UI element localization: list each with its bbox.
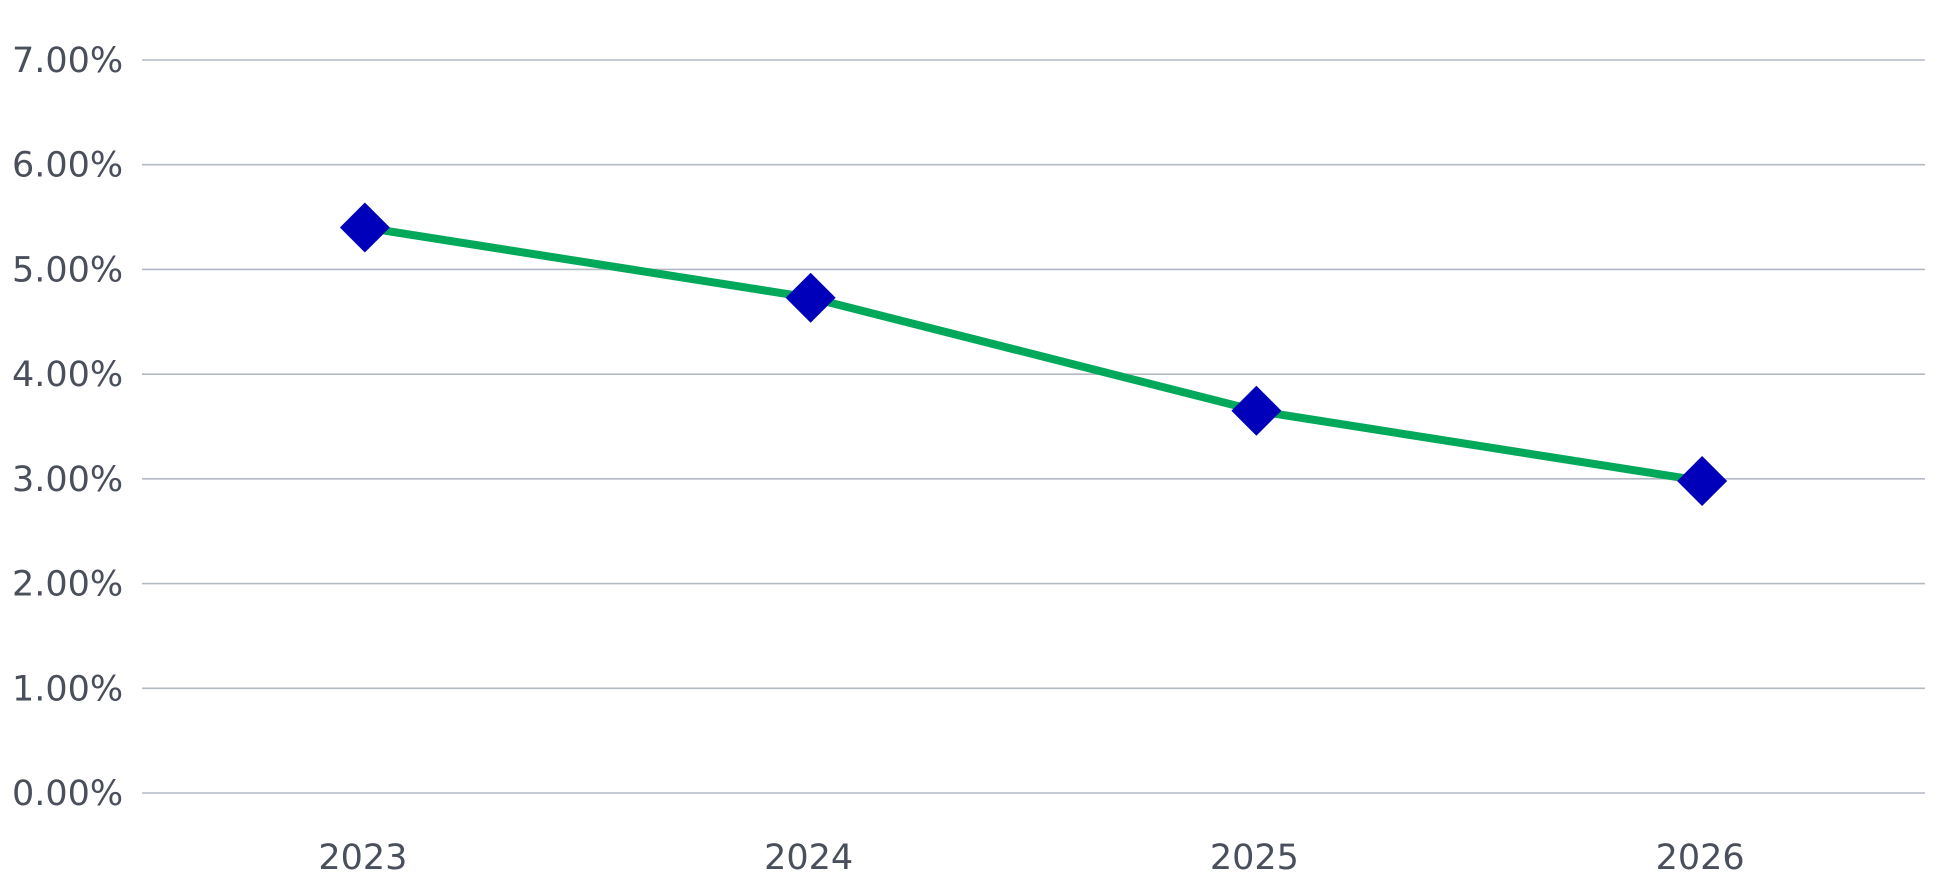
y-tick-label-0: 0.00% [12,774,123,814]
y-tick-label-1: 1.00% [12,669,123,709]
y-tick-label-3: 3.00% [12,460,123,500]
x-tick-label-2024: 2024 [764,838,853,878]
gridlines [142,59,1925,794]
y-tick-label-4: 4.00% [12,355,123,395]
x-axis-tick-labels: 2023 2024 2025 2026 [318,838,1744,878]
x-tick-label-2023: 2023 [318,838,407,878]
series-line-0 [360,223,1707,485]
series-layer [360,223,1707,485]
y-axis-tick-labels: 0.00% 1.00% 2.00% 3.00% 4.00% 5.00% 6.00% 7.00% [12,41,123,814]
data-point-2023 [339,202,390,253]
y-tick-label-5: 5.00% [12,250,123,290]
x-tick-label-2026: 2026 [1656,838,1745,878]
y-tick-label-7: 7.00% [12,41,123,81]
x-tick-label-2025: 2025 [1210,838,1299,878]
data-point-2025 [1231,385,1282,436]
data-point-2026 [1677,455,1728,506]
marker-layer [339,202,1728,506]
y-tick-label-2: 2.00% [12,565,123,605]
data-point-2024 [785,272,836,323]
y-tick-label-6: 6.00% [12,146,123,186]
